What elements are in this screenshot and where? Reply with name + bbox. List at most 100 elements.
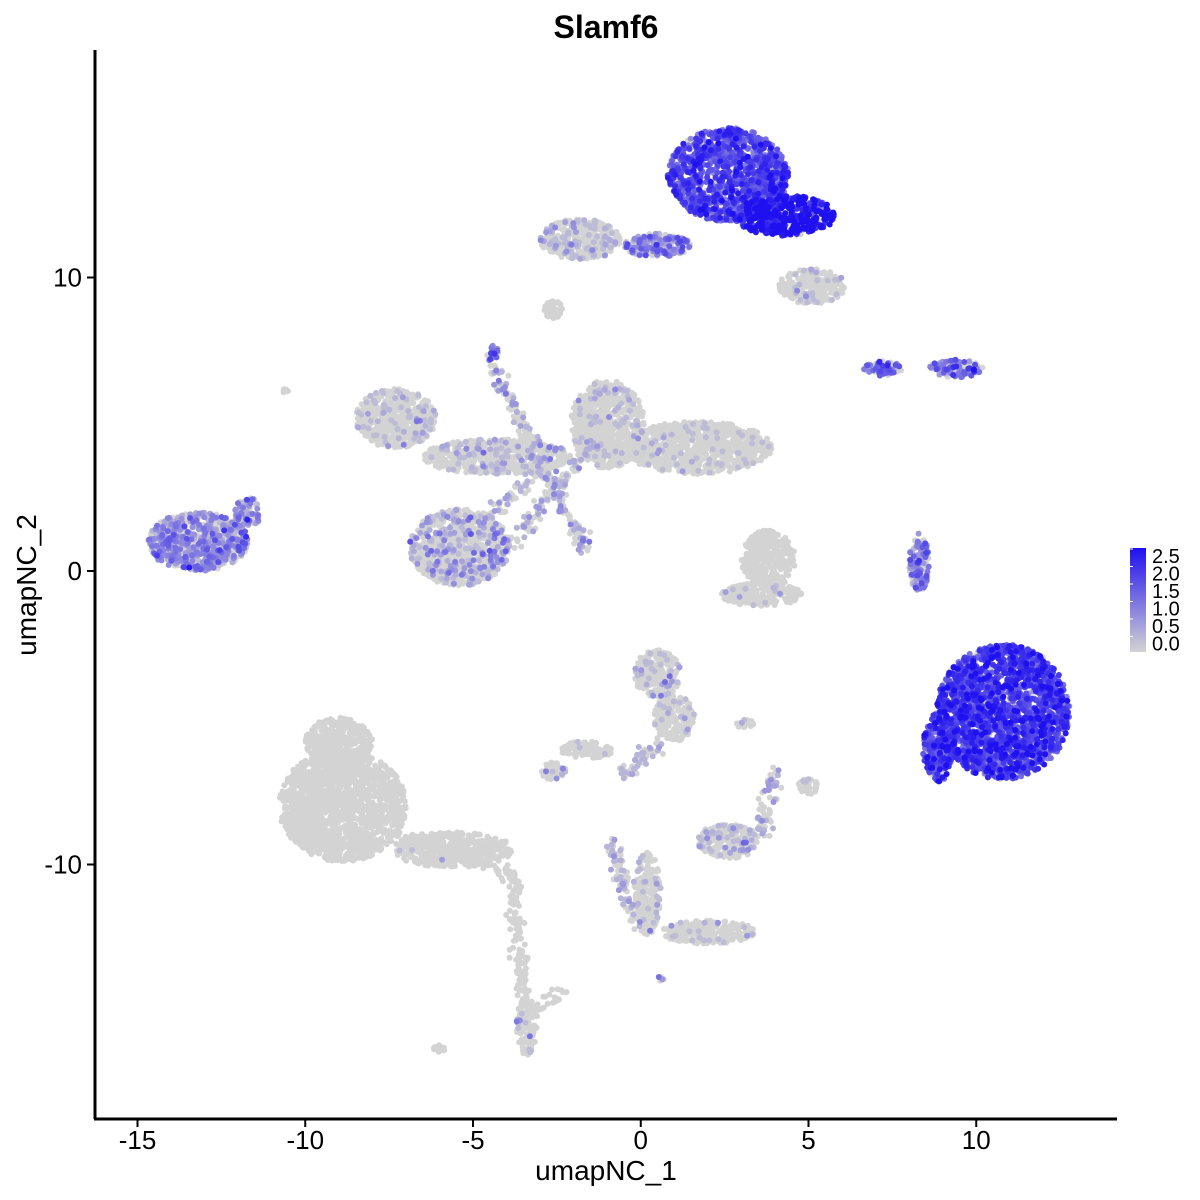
data-point — [617, 434, 624, 440]
data-point — [743, 596, 750, 603]
data-point — [782, 595, 789, 602]
data-point — [395, 413, 402, 420]
data-point — [818, 298, 825, 305]
data-point — [745, 544, 752, 551]
data-point — [721, 595, 728, 602]
data-point — [581, 414, 588, 421]
data-point — [638, 681, 645, 688]
data-point — [394, 399, 401, 406]
data-point — [815, 287, 822, 294]
data-point — [608, 429, 615, 436]
data-point — [547, 313, 554, 320]
data-point — [437, 454, 444, 461]
data-point — [830, 285, 837, 292]
data-point — [432, 447, 439, 454]
data-point — [751, 452, 758, 458]
data-point — [598, 407, 605, 414]
data-point — [760, 543, 767, 550]
data-point — [782, 534, 789, 541]
data-point — [656, 671, 663, 678]
data-point — [405, 401, 412, 408]
data-point — [758, 454, 765, 461]
data-point — [478, 454, 485, 461]
data-point — [726, 455, 733, 462]
data-point — [721, 438, 728, 445]
data-point — [386, 391, 393, 398]
data-point — [818, 293, 825, 300]
data-point — [767, 557, 774, 563]
data-point — [790, 562, 797, 569]
data-point — [773, 544, 780, 550]
data-point — [634, 397, 641, 404]
data-point — [559, 226, 566, 233]
data-point — [380, 421, 387, 428]
data-point — [712, 424, 719, 431]
data-point — [726, 593, 733, 600]
data-point — [443, 459, 450, 466]
data-point — [465, 459, 472, 466]
data-point — [695, 430, 701, 437]
data-point — [601, 434, 608, 441]
data-point — [416, 566, 423, 573]
data-point — [422, 454, 429, 461]
data-point — [773, 572, 780, 579]
data-point — [603, 407, 610, 414]
data-point — [392, 444, 398, 451]
data-point — [801, 281, 808, 288]
data-point — [556, 220, 563, 227]
data-point — [759, 537, 766, 543]
data-point — [726, 468, 733, 475]
data-point — [667, 422, 673, 429]
data-point — [607, 445, 614, 452]
chart-title: Slamf6 — [554, 9, 659, 45]
data-point — [629, 391, 636, 397]
data-point — [759, 562, 766, 569]
data-point — [755, 531, 762, 538]
data-point — [400, 421, 407, 428]
data-point — [768, 551, 775, 558]
data-point — [805, 277, 812, 283]
data-point — [577, 225, 584, 231]
data-point — [627, 454, 634, 461]
data-point — [581, 409, 588, 416]
data-point — [744, 561, 751, 568]
data-point — [647, 427, 654, 434]
data-point — [773, 558, 780, 565]
data-point — [388, 436, 395, 442]
data-point — [762, 528, 769, 535]
data-point — [358, 401, 365, 408]
data-point — [591, 403, 598, 410]
data-point — [766, 562, 773, 569]
data-point — [375, 437, 382, 444]
data-point — [615, 395, 622, 402]
data-point — [770, 533, 777, 540]
data-point — [768, 595, 774, 601]
data-point — [372, 406, 379, 413]
data-point — [750, 586, 757, 593]
data-point — [550, 305, 557, 312]
data-point — [379, 428, 386, 435]
data-point — [789, 553, 796, 560]
data-point — [596, 454, 603, 461]
data-point — [407, 430, 414, 437]
data-point — [642, 436, 649, 443]
data-point — [406, 391, 413, 398]
data-points — [145, 125, 1073, 1058]
data-point — [738, 557, 745, 563]
data-point — [779, 577, 785, 583]
data-point — [580, 396, 587, 402]
data-point — [692, 442, 699, 448]
data-point — [764, 584, 771, 591]
data-point — [756, 574, 763, 581]
data-point — [560, 452, 567, 459]
data-point — [410, 422, 417, 429]
data-point — [787, 270, 793, 277]
data-point — [784, 291, 791, 297]
data-point — [570, 405, 577, 411]
data-point — [713, 441, 720, 448]
data-point — [752, 428, 759, 435]
data-point — [656, 423, 663, 430]
data-point — [556, 307, 563, 314]
data-point — [736, 600, 743, 607]
